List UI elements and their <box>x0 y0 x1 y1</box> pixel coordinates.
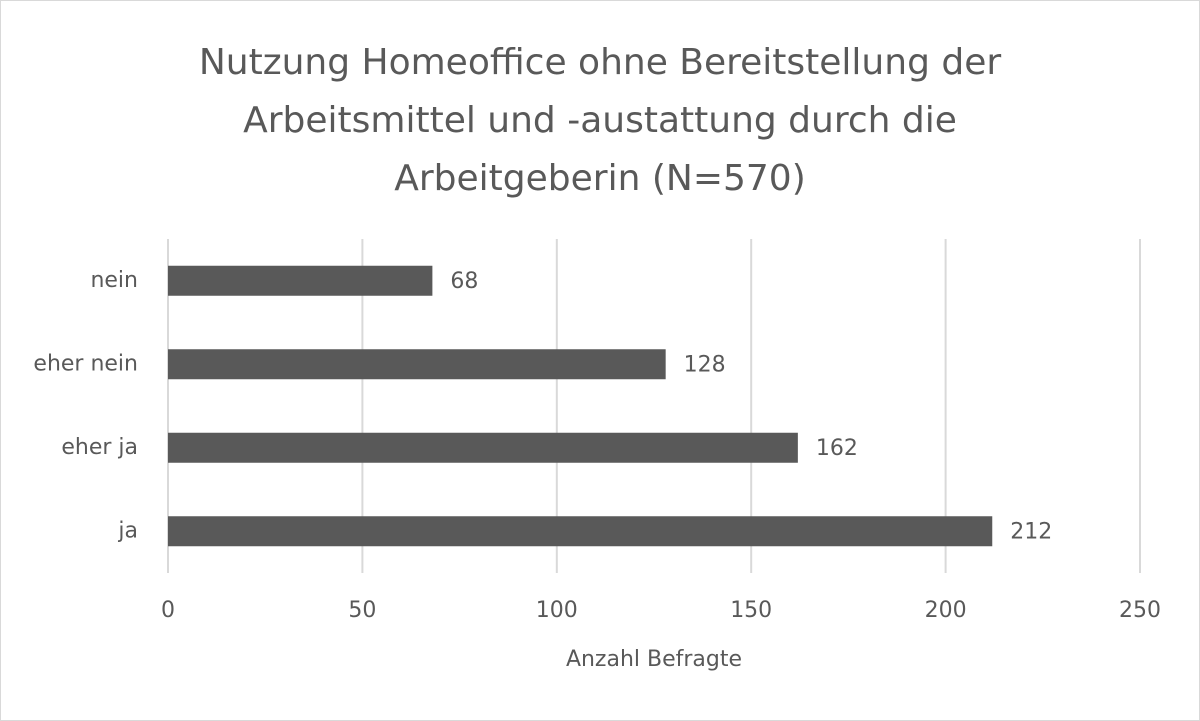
x-tick-label: 200 <box>925 598 967 623</box>
y-tick-label: eher ja <box>61 435 138 460</box>
y-tick-label: ja <box>117 518 138 543</box>
bar <box>168 432 798 463</box>
value-label: 212 <box>1010 519 1052 544</box>
value-label: 162 <box>816 436 858 461</box>
bar <box>168 349 666 380</box>
y-tick-label: eher nein <box>33 351 138 376</box>
x-tick-label: 0 <box>161 598 175 623</box>
chart-title: Nutzung Homeoffice ohne Bereitstellung d… <box>198 42 1002 199</box>
x-tick-label: 50 <box>348 598 376 623</box>
y-tick-label: nein <box>90 268 138 293</box>
x-axis-title: Anzahl Befragte <box>566 647 742 672</box>
bar <box>168 265 433 296</box>
x-tick-label: 250 <box>1119 598 1161 623</box>
x-tick-label: 100 <box>536 598 578 623</box>
bar <box>168 516 993 547</box>
x-tick-label: 150 <box>730 598 772 623</box>
value-label: 68 <box>450 269 478 294</box>
value-label: 128 <box>684 352 726 377</box>
